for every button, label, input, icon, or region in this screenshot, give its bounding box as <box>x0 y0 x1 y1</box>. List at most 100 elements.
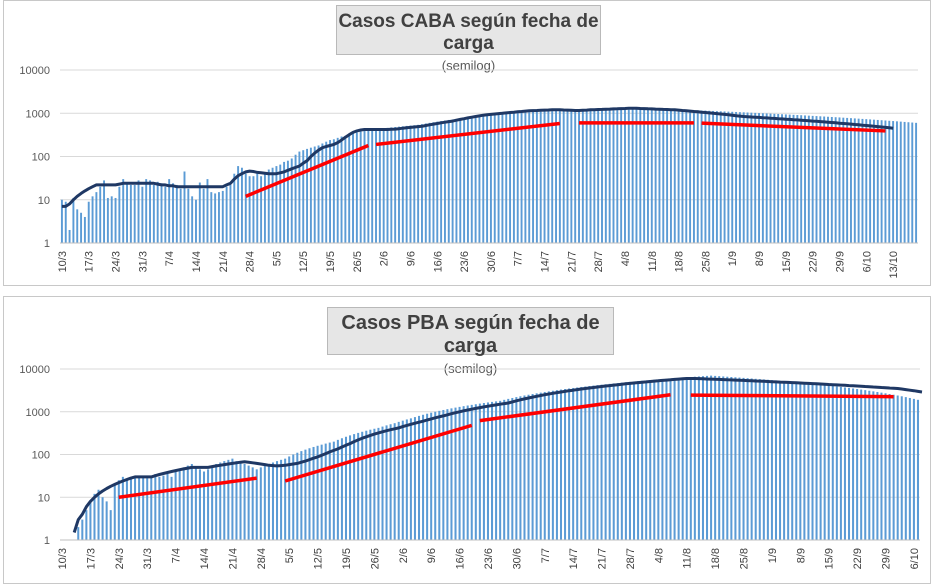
bar <box>658 108 661 243</box>
bar <box>511 397 514 540</box>
bar <box>661 379 664 540</box>
bar <box>344 135 347 243</box>
bar <box>357 432 360 540</box>
bar <box>463 117 466 243</box>
bar <box>673 378 676 540</box>
bar <box>491 401 494 540</box>
bar <box>714 375 717 540</box>
bar <box>865 119 868 243</box>
bar <box>742 112 745 243</box>
bar <box>424 123 427 243</box>
bar <box>313 146 316 243</box>
bar <box>880 392 883 540</box>
x-tick-label: 19/5 <box>341 548 353 569</box>
bar <box>97 489 100 540</box>
bar <box>639 109 642 244</box>
bar <box>430 412 433 540</box>
bar <box>394 127 397 243</box>
bar <box>76 209 79 243</box>
bar <box>260 176 263 243</box>
bar <box>284 458 287 540</box>
chart-plot: 1 10 100 1000 10000 10/3 17/3 24/3 31/3 7/4 14/4 21… <box>19 65 918 279</box>
bar <box>869 119 872 243</box>
trend-line <box>690 393 894 399</box>
x-tick-label: 2/6 <box>398 548 410 563</box>
bar <box>647 108 649 243</box>
bar <box>543 391 546 540</box>
bar <box>450 408 453 540</box>
bar <box>528 112 531 243</box>
bar <box>290 158 293 243</box>
bar <box>578 109 580 243</box>
bar <box>296 452 299 540</box>
bar <box>187 188 190 243</box>
bar <box>421 124 423 243</box>
y-tick-label: 1000 <box>26 108 50 120</box>
x-tick-label: 25/8 <box>739 548 751 569</box>
bar <box>912 398 915 540</box>
x-tick-label: 21/7 <box>597 548 609 569</box>
bar <box>166 473 169 540</box>
bar <box>336 439 339 540</box>
bar <box>765 113 768 243</box>
bar <box>243 463 246 540</box>
bar <box>210 192 213 243</box>
bar <box>884 393 887 540</box>
bar <box>604 384 607 540</box>
bar <box>515 397 518 540</box>
bar <box>235 461 238 540</box>
bar <box>77 527 80 540</box>
bar <box>194 467 197 540</box>
bar <box>436 121 439 243</box>
bar <box>367 130 370 243</box>
x-tick-label: 5/5 <box>284 548 296 563</box>
bar <box>81 519 84 540</box>
x-tick-label: 7/4 <box>171 548 183 563</box>
x-tick-label: 16/6 <box>432 251 444 272</box>
bar <box>509 113 512 243</box>
bar <box>839 386 842 540</box>
bar <box>581 109 584 243</box>
bar <box>662 108 665 243</box>
bar <box>455 118 458 243</box>
bar <box>895 121 898 243</box>
bar <box>738 377 741 540</box>
bar <box>796 115 799 243</box>
bar <box>570 110 573 243</box>
bar <box>501 113 504 243</box>
x-tick-label: 28/7 <box>625 548 637 569</box>
bar <box>263 465 266 540</box>
bar <box>696 110 699 243</box>
bar <box>860 389 863 540</box>
bar <box>105 501 108 540</box>
bar <box>685 377 688 540</box>
bar <box>800 115 803 243</box>
bar <box>799 382 802 540</box>
x-tick-label: 5/5 <box>271 251 283 266</box>
bar <box>401 126 404 243</box>
bar <box>329 140 331 243</box>
bar <box>730 377 733 540</box>
x-tick-label: 8/9 <box>795 548 807 563</box>
bar <box>872 119 875 243</box>
bar <box>574 110 577 243</box>
bar <box>685 109 688 243</box>
y-tick-label: 1 <box>44 238 50 250</box>
bar <box>738 112 741 243</box>
x-tick-label: 18/8 <box>674 251 686 272</box>
x-tick-label: 11/8 <box>647 251 659 272</box>
bar <box>627 109 630 243</box>
bar <box>576 387 579 540</box>
bar <box>386 127 389 243</box>
bar <box>857 118 860 243</box>
x-tick-label: 4/8 <box>620 251 632 266</box>
bar <box>405 125 408 243</box>
x-tick-label: 30/6 <box>486 251 498 272</box>
bar <box>110 196 113 243</box>
bar <box>371 129 374 243</box>
bar <box>458 406 461 540</box>
bar <box>804 115 806 243</box>
bar <box>588 386 591 540</box>
bar <box>903 121 906 243</box>
bar <box>156 181 159 243</box>
